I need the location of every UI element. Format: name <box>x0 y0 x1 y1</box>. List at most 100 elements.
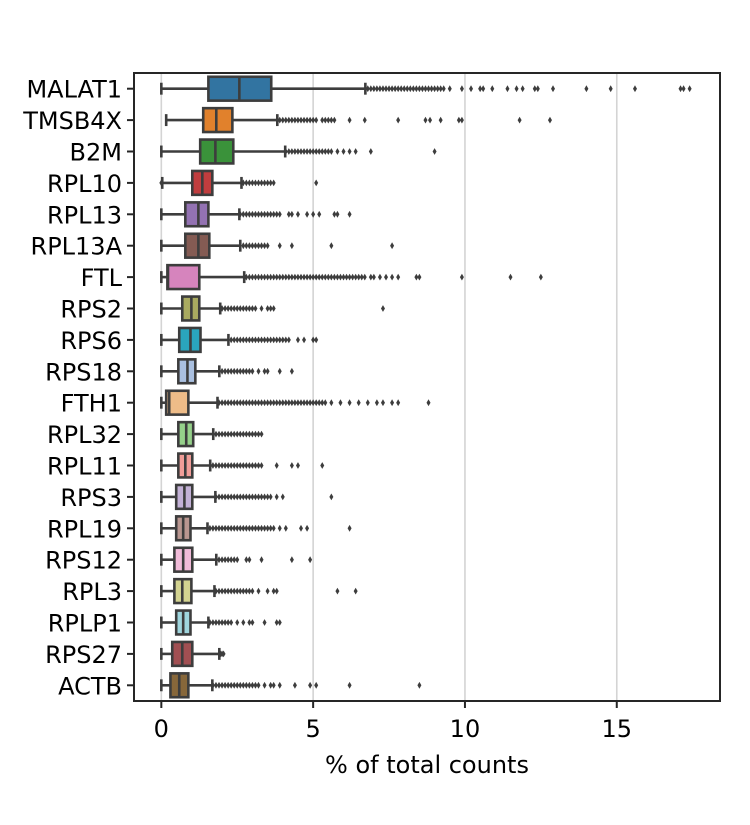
outlier-point <box>247 367 252 375</box>
outlier-point <box>238 399 243 407</box>
outlier-point <box>232 336 237 344</box>
outlier-point <box>295 116 300 124</box>
outlier-point <box>244 336 249 344</box>
outlier-point <box>229 524 234 532</box>
outlier-point <box>210 462 215 469</box>
y-tick-label: RPL32 <box>47 421 122 449</box>
outlier-point <box>329 399 334 407</box>
outlier-point <box>335 148 340 155</box>
outlier-point <box>256 367 261 375</box>
outlier-point <box>241 619 246 626</box>
outlier-point <box>399 85 404 93</box>
box-rps27 <box>160 640 226 668</box>
outlier-point <box>417 273 422 281</box>
box-iqr <box>198 138 235 165</box>
outlier-point <box>256 336 261 344</box>
outlier-point <box>377 85 382 93</box>
box-iqr <box>164 389 190 416</box>
outlier-point <box>235 556 240 564</box>
outlier-point <box>311 210 316 218</box>
outlier-point <box>274 273 279 281</box>
outlier-point <box>356 399 361 407</box>
outlier-point <box>414 273 419 281</box>
outlier-point <box>244 399 249 407</box>
box-tmsb4x <box>164 106 552 134</box>
outlier-point <box>305 399 310 407</box>
outlier-point <box>244 430 249 438</box>
outlier-point <box>247 305 252 312</box>
outlier-point <box>229 493 234 501</box>
outlier-point <box>262 273 267 281</box>
outlier-point <box>250 179 255 187</box>
outlier-point <box>681 85 686 93</box>
outlier-point <box>347 210 352 218</box>
outlier-point <box>371 273 376 281</box>
outlier-point <box>547 116 552 124</box>
outlier-point <box>238 210 243 218</box>
outlier-point <box>223 619 228 626</box>
outlier-point <box>235 336 240 344</box>
outlier-point <box>314 273 319 281</box>
outlier-point <box>478 85 483 93</box>
outlier-point <box>308 116 313 124</box>
outlier-point <box>411 85 416 93</box>
outlier-point <box>277 367 282 375</box>
outlier-point <box>368 273 373 281</box>
outlier-point <box>277 273 282 281</box>
box-rpl10 <box>159 169 319 197</box>
outlier-point <box>608 85 613 93</box>
outlier-point <box>210 619 215 626</box>
outlier-point <box>274 587 279 595</box>
outlier-point <box>271 587 276 595</box>
outlier-point <box>244 179 249 187</box>
outlier-point <box>289 116 294 124</box>
outlier-point <box>326 116 331 124</box>
y-tick-label: RPL19 <box>47 515 122 543</box>
outlier-point <box>253 430 258 438</box>
outlier-point <box>247 179 252 187</box>
outlier-point <box>244 305 249 312</box>
outlier-point <box>235 619 240 626</box>
outlier-point <box>632 85 637 93</box>
box-rps18 <box>160 358 294 385</box>
outlier-point <box>250 587 255 595</box>
outlier-point <box>456 116 461 124</box>
outlier-point <box>535 85 540 93</box>
outlier-point <box>259 242 264 250</box>
outlier-point <box>253 179 258 187</box>
outlier-point <box>314 179 319 187</box>
outlier-point <box>283 273 288 281</box>
outlier-point <box>250 242 255 250</box>
outlier-point <box>277 681 282 689</box>
outlier-point <box>447 85 452 93</box>
outlier-point <box>286 148 291 155</box>
outlier-point <box>323 273 328 281</box>
outlier-point <box>423 116 428 124</box>
outlier-point <box>432 148 437 155</box>
outlier-point <box>244 242 249 250</box>
y-tick-label: RPL13 <box>47 201 122 229</box>
outlier-point <box>441 85 446 93</box>
outlier-point <box>223 462 228 469</box>
outlier-point <box>481 85 486 93</box>
x-tick-label: 10 <box>450 715 481 743</box>
outlier-point <box>292 681 297 689</box>
outlier-point <box>262 210 267 218</box>
outlier-point <box>314 336 319 344</box>
outlier-point <box>262 619 267 626</box>
outlier-point <box>265 242 270 250</box>
outlier-point <box>308 681 313 689</box>
outlier-point <box>314 116 319 124</box>
box-rpl3 <box>160 577 358 605</box>
outlier-point <box>262 336 267 344</box>
x-tick-label: 0 <box>154 715 169 743</box>
outlier-point <box>277 399 282 407</box>
outlier-point <box>244 493 249 501</box>
outlier-point <box>265 273 270 281</box>
box-rps6 <box>160 326 319 354</box>
outlier-point <box>232 681 237 689</box>
outlier-point <box>335 273 340 281</box>
outlier-point <box>247 273 252 281</box>
outlier-point <box>390 273 395 281</box>
outlier-point <box>229 399 234 407</box>
